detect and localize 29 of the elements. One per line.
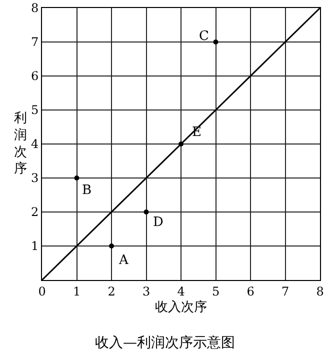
point (144, 210, 149, 214)
x-tick-label: 4 (177, 284, 186, 298)
annotation: A (118, 253, 129, 268)
y-tick-label: 6 (30, 69, 39, 84)
annotation: C (199, 29, 209, 44)
text: 收入—利润次序示意图 (95, 334, 235, 351)
point (213, 40, 218, 44)
x-tick-label: 1 (72, 284, 81, 298)
y-tick-label: 5 (30, 103, 39, 118)
x-tick-label: 7 (281, 284, 290, 298)
y-tick-label: 8 (30, 1, 39, 16)
x-tick-label: 5 (212, 284, 220, 298)
point (178, 142, 184, 146)
y-tick-label: 2 (30, 205, 39, 220)
x-tick-label: 8 (316, 284, 324, 298)
point (109, 244, 114, 248)
annotation: B (82, 183, 92, 198)
y-tick-label: 1 (30, 239, 39, 254)
x-tick-label: 2 (108, 284, 116, 298)
x-axis-title: 收入次序 (155, 299, 207, 315)
point (74, 176, 80, 180)
y-axis-title: 利润次序 (14, 111, 27, 177)
y-tick-label: 4 (30, 137, 39, 152)
y-tick-label: 3 (30, 171, 39, 186)
x-tick-label: 3 (142, 284, 150, 298)
annotation: D (153, 215, 164, 230)
y-tick-label: 7 (30, 35, 39, 50)
x-tick-label: 0 (38, 284, 46, 298)
x-tick-label: 6 (246, 284, 254, 298)
